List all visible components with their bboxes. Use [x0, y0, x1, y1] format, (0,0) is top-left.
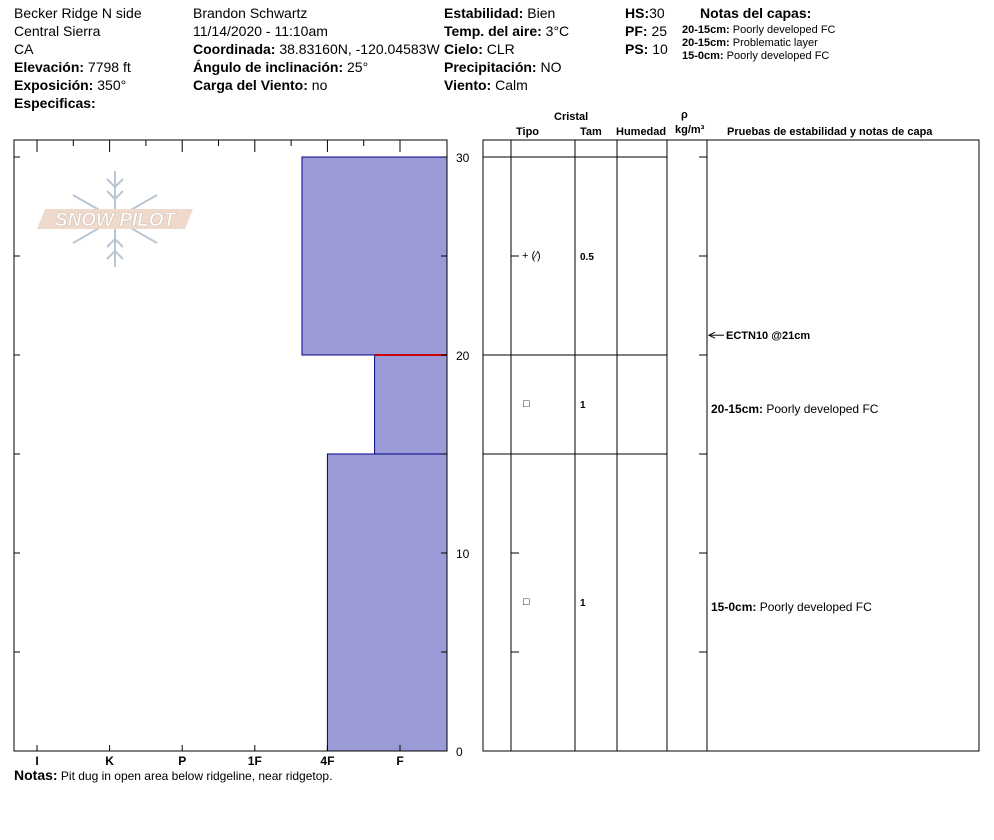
air-temp-label: Temp. del aire:	[444, 23, 542, 39]
coord-value: 38.83160N, -120.04583W	[279, 41, 440, 57]
layer-note-text: Problematic layer	[732, 37, 818, 49]
ski-penetration: PS: 10	[625, 41, 668, 57]
layer-note-text: Poorly developed FC	[732, 24, 836, 36]
hs-label: HS:	[625, 5, 650, 21]
x-tick-label: F	[396, 754, 403, 768]
state: CA	[14, 41, 34, 57]
foot-penetration: PF: 25	[625, 23, 667, 39]
grain-size: 1	[580, 598, 586, 609]
sky-value: CLR	[486, 41, 515, 57]
wind-label: Viento:	[444, 77, 492, 93]
layer-note: 20-15cm: Poorly developed FC	[682, 24, 836, 37]
pf-value: 25	[651, 23, 668, 39]
precip-label: Precipitación:	[444, 59, 537, 75]
layer-comment-text: Poorly developed FC	[766, 402, 879, 416]
grain-type: □	[523, 398, 530, 410]
precip-value: NO	[540, 59, 562, 75]
stability-test-result: ECTN10 @21cm	[726, 330, 811, 342]
layer-comment-range: 20-15cm:	[711, 402, 764, 416]
y-tick-label: 0	[456, 745, 463, 759]
grain-type: + (⁄)	[522, 250, 541, 262]
stability-label: Estabilidad:	[444, 5, 524, 21]
snowpilot-logo: SNOW PILOT	[37, 171, 193, 267]
layer-notes-title: Notas del capas:	[700, 5, 812, 21]
y-tick-label: 10	[456, 547, 470, 561]
observer-name: Brandon Schwartz	[193, 5, 308, 21]
aspect: Exposición: 350°	[14, 77, 126, 93]
slope-value: 25°	[347, 59, 369, 75]
layer-comment-range: 15-0cm:	[711, 600, 757, 614]
ps-label: PS:	[625, 41, 649, 57]
layer-bar	[301, 156, 448, 356]
layer-note-text: Poorly developed FC	[726, 50, 830, 62]
logo-text: SNOW PILOT	[55, 210, 177, 231]
specifics-label: Especificas:	[14, 95, 96, 111]
x-tick-label: K	[105, 754, 114, 768]
density-unit: kg/m³	[675, 124, 705, 136]
layer-comment: 15-0cm: Poorly developed FC	[711, 601, 872, 614]
layer-bar	[374, 354, 448, 455]
location-name: Becker Ridge N side	[14, 5, 142, 21]
coordinates: Coordinada: 38.83160N, -120.04583W	[193, 41, 440, 57]
layer-bar	[326, 453, 448, 752]
x-tick-label: I	[35, 754, 38, 768]
y-tick-label: 20	[456, 349, 470, 363]
density-symbol: ρ	[681, 109, 688, 121]
ps-value: 10	[652, 41, 668, 57]
stability-tests-header: Pruebas de estabilidad y notas de capa	[727, 126, 933, 138]
stability: Estabilidad: Bien	[444, 5, 555, 21]
coord-label: Coordinada:	[193, 41, 276, 57]
plot-frame	[13, 139, 448, 752]
wind-loading: Carga del Viento: no	[193, 77, 327, 93]
layer-comment-text: Poorly developed FC	[759, 600, 872, 614]
slope-label: Ángulo de inclinación:	[193, 59, 344, 75]
hardness-plot: I K P 1F 4F F 0 10 20 30	[13, 139, 470, 768]
type-header: Tipo	[516, 126, 540, 138]
layer-comment: 20-15cm: Poorly developed FC	[711, 403, 878, 416]
x-tick-label: P	[178, 754, 186, 768]
wind-load-label: Carga del Viento:	[193, 77, 308, 93]
sky-condition: Cielo: CLR	[444, 41, 515, 57]
x-tick-label: 4F	[320, 754, 334, 768]
elevation-label: Elevación:	[14, 59, 85, 75]
grain-type: □	[523, 596, 530, 608]
wind-load-value: no	[311, 77, 328, 93]
layer-note-range: 20-15cm:	[682, 24, 730, 36]
air-temp-value: 3°C	[545, 23, 570, 39]
notes-label: Notas:	[14, 767, 58, 783]
wind: Viento: Calm	[444, 77, 528, 93]
y-tick-label: 30	[456, 151, 470, 165]
size-header: Tam	[580, 126, 602, 138]
arrow-head-icon	[707, 331, 716, 339]
wind-value: Calm	[495, 77, 528, 93]
elevation-value: 7798 ft	[87, 59, 131, 75]
hs-value: 30	[649, 5, 665, 21]
grain-size: 0.5	[580, 252, 594, 263]
elevation: Elevación: 7798 ft	[14, 59, 131, 75]
crystal-header: Cristal	[554, 111, 589, 123]
layer-note-range: 20-15cm:	[682, 37, 730, 49]
layer-note: 20-15cm: Problematic layer	[682, 37, 818, 50]
grain-size: 1	[580, 400, 586, 411]
precipitation: Precipitación: NO	[444, 59, 561, 75]
observation-datetime: 11/14/2020 - 11:10am	[193, 23, 328, 39]
stability-value: Bien	[527, 5, 556, 21]
layer-table	[482, 139, 980, 752]
mountain-range: Central Sierra	[14, 23, 101, 39]
aspect-label: Exposición:	[14, 77, 94, 93]
layer-note: 15-0cm: Poorly developed FC	[682, 50, 829, 63]
pf-label: PF:	[625, 23, 648, 39]
sky-label: Cielo:	[444, 41, 483, 57]
layer-note-range: 15-0cm:	[682, 50, 724, 62]
x-tick-label: 1F	[248, 754, 262, 768]
snow-height: HS:30	[625, 5, 665, 21]
air-temperature: Temp. del aire: 3°C	[444, 23, 569, 39]
slope-angle: Ángulo de inclinación: 25°	[193, 59, 368, 75]
pit-notes: Notas: Pit dug in open area below ridgel…	[14, 767, 332, 784]
aspect-value: 350°	[97, 77, 127, 93]
moisture-header: Humedad	[616, 126, 667, 138]
notes-text: Pit dug in open area below ridgeline, ne…	[60, 769, 333, 783]
table-frame	[482, 139, 980, 752]
